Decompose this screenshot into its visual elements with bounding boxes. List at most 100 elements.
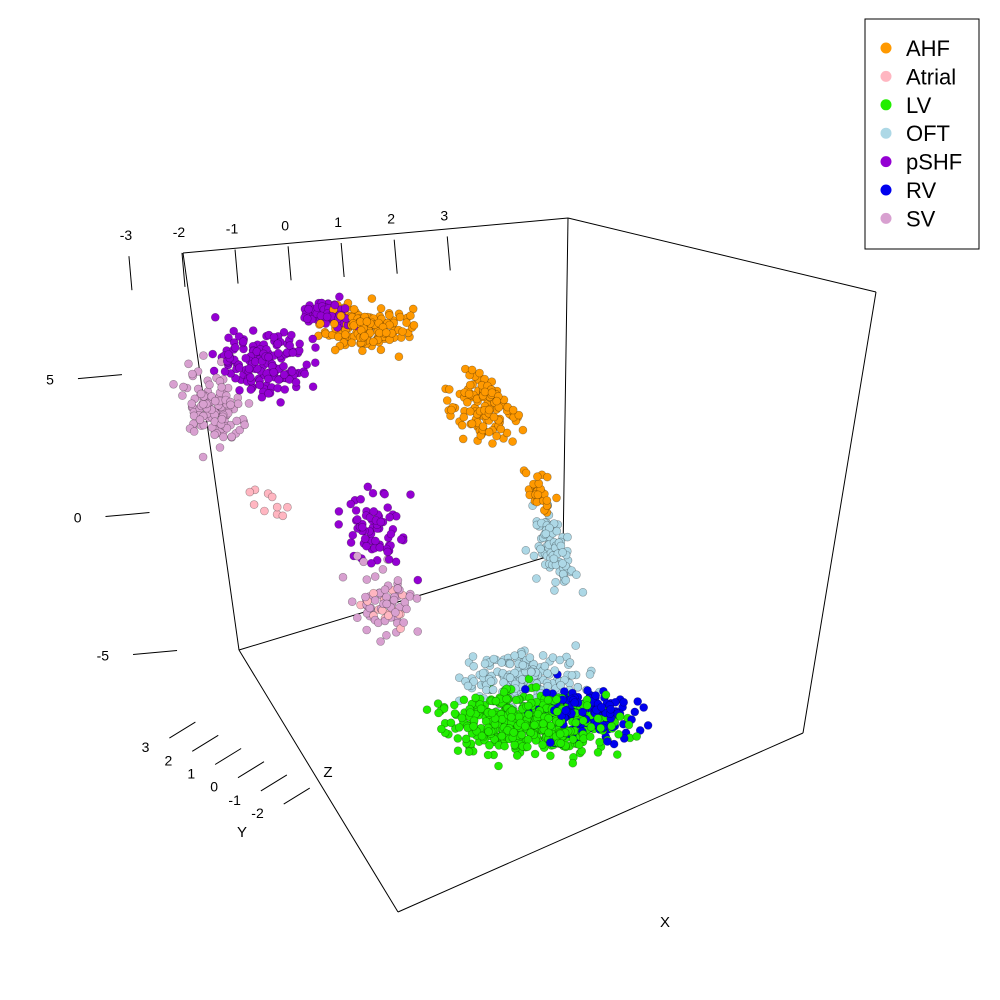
point-pshf [264,389,273,398]
point-lv [538,740,547,750]
x-tick-label: 2 [387,211,395,227]
legend-label-lv: LV [906,93,932,118]
point-lv [499,687,509,697]
point-pshf [308,334,318,344]
point-pshf [269,332,279,342]
point-sv [393,576,403,585]
point-oft [549,554,559,564]
point-ahf [349,304,359,314]
point-ahf [367,294,377,303]
x-tick-mark [128,256,133,291]
point-pshf [279,370,289,379]
point-oft [572,570,581,580]
point-pshf [264,352,273,362]
point-oft [578,587,588,597]
point-sv [393,584,403,593]
point-lv [607,721,616,731]
x-tick-mark [446,236,451,271]
point-lv [614,729,623,739]
point-pshf [351,506,361,515]
point-oft [541,529,551,539]
point-sv [226,400,235,410]
legend-marker-sv [880,212,892,224]
z-tick-mark [105,512,150,518]
point-pshf [208,349,217,359]
point-lv [555,729,565,739]
point-atrial [267,492,277,502]
point-pshf [287,367,297,376]
point-pshf [273,339,283,349]
point-ahf [467,419,477,429]
point-sv [362,575,372,584]
box-back-vertical-edge [562,217,569,553]
point-lv [434,708,443,718]
point-oft [469,661,479,671]
point-oft [563,532,572,542]
point-pshf [310,358,320,368]
point-lv [476,704,486,714]
point-sv [352,613,362,623]
point-pshf [263,374,273,384]
point-oft [454,673,464,683]
point-pshf [300,369,310,379]
point-lv [571,718,581,728]
point-pshf [396,535,406,544]
point-oft [505,673,515,683]
point-lv [433,699,443,708]
y-tick-label: -2 [251,805,264,821]
point-rv [597,702,606,712]
y-axis-label: Y [237,824,247,841]
point-pshf [246,373,255,382]
point-pshf [383,547,392,557]
box-front-right-edge [802,291,877,734]
point-pshf [352,515,362,524]
point-sv [199,399,208,409]
point-oft [532,574,541,583]
point-sv [198,452,208,462]
point-lv [544,713,553,723]
point-ahf [521,468,531,478]
point-lv [436,724,446,734]
point-pshf [335,292,344,302]
point-lv [450,709,460,718]
point-oft [561,575,571,585]
point-sv [235,425,245,435]
point-pshf [279,327,289,337]
point-ahf [395,312,405,322]
point-pshf [276,398,285,407]
point-lv [524,709,534,719]
point-oft [558,559,567,568]
x-tick-mark [181,252,186,287]
point-ahf [362,317,372,326]
point-sv [240,420,249,430]
point-pshf [291,377,301,387]
box-top-back-edge [182,217,569,254]
point-lv [477,731,487,741]
point-rv [619,697,629,707]
point-lv [453,746,463,756]
point-sv [227,432,236,442]
point-ahf [478,422,488,431]
box-floor-back-edge [238,551,564,651]
point-ahf [465,407,475,416]
point-pshf [308,382,318,392]
point-ahf [459,412,469,422]
point-ahf [358,346,367,356]
point-lv [593,714,603,723]
point-ahf [444,385,454,394]
point-oft [505,659,515,669]
z-tick-label: -5 [97,647,110,663]
point-lv [624,720,634,730]
x-tick-label: -3 [120,227,133,243]
point-ahf [376,304,386,313]
point-sv [189,427,199,436]
point-pshf [224,350,233,359]
point-sv [210,396,220,406]
point-ahf [330,345,340,355]
point-sv [195,415,205,425]
point-oft [468,652,478,661]
point-pshf [279,361,288,371]
point-ahf [347,338,357,348]
point-rv [542,688,551,698]
